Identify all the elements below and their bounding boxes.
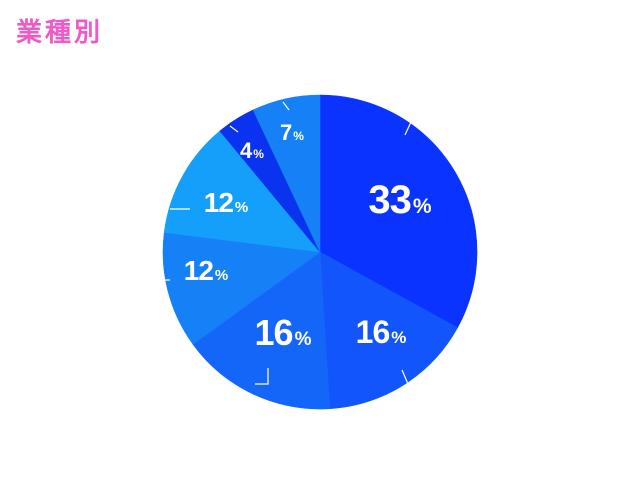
- slice-label-5: 12%: [204, 187, 249, 218]
- leader-line-7: [282, 101, 290, 111]
- pie-slice-4: [162, 231, 321, 345]
- slice-label-3: 16%: [255, 312, 312, 353]
- pie-slice-2: [319, 251, 458, 410]
- leader-line-2: [401, 369, 409, 385]
- leader-line-1: [404, 121, 412, 136]
- chart-title: 業種別: [16, 18, 104, 48]
- leader-line-3: [255, 368, 269, 385]
- slice-label-6: 4%: [240, 138, 264, 163]
- leader-line-6: [229, 125, 239, 133]
- slice-label-2: 16%: [356, 314, 407, 350]
- pie-slice-3: [192, 251, 331, 410]
- slice-label-7: 7%: [280, 120, 304, 145]
- slice-label-4: 12%: [184, 255, 229, 286]
- slice-label-1: 33%: [368, 178, 432, 222]
- pie-slice-5: [163, 130, 321, 253]
- pie-slice-7: [252, 94, 321, 253]
- pie-slice-1: [319, 94, 478, 329]
